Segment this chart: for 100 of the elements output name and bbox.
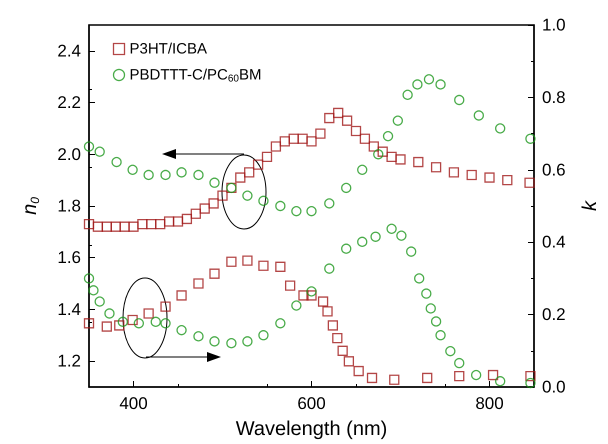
point xyxy=(396,230,407,241)
point xyxy=(262,152,272,162)
y2-tick-label: 0.4 xyxy=(542,232,566,252)
point xyxy=(422,372,432,384)
point xyxy=(258,260,269,271)
point xyxy=(306,136,317,147)
point xyxy=(328,320,338,331)
point xyxy=(128,222,139,232)
point xyxy=(176,325,187,336)
point xyxy=(226,256,237,267)
point xyxy=(288,134,299,144)
point xyxy=(209,268,220,279)
y-tick-label: 2.2 xyxy=(57,93,81,112)
point xyxy=(244,167,254,178)
point xyxy=(344,356,354,366)
point xyxy=(137,218,148,230)
point xyxy=(366,372,378,384)
point xyxy=(474,110,484,121)
point xyxy=(318,296,328,307)
point xyxy=(488,370,498,380)
point xyxy=(392,116,403,126)
point xyxy=(190,208,201,219)
point xyxy=(209,178,220,188)
point xyxy=(298,290,309,301)
point xyxy=(193,278,204,289)
point xyxy=(127,164,138,175)
point xyxy=(235,172,246,183)
point xyxy=(484,172,495,183)
y2-axis-title: k xyxy=(579,200,601,211)
point xyxy=(342,116,352,126)
point xyxy=(338,346,348,356)
point xyxy=(368,141,379,152)
point xyxy=(341,182,352,194)
point xyxy=(306,206,317,216)
point xyxy=(150,316,161,327)
y2-tick-label: 0.0 xyxy=(542,378,566,396)
point xyxy=(252,159,264,170)
point xyxy=(102,321,112,332)
point xyxy=(242,190,253,201)
point xyxy=(146,218,156,230)
y2-tick-label: 0.8 xyxy=(542,88,566,107)
point xyxy=(448,167,460,178)
x-tick-label: 400 xyxy=(119,394,148,413)
y2-tick-label: 1.0 xyxy=(542,16,566,34)
point xyxy=(275,200,286,212)
point xyxy=(84,141,94,152)
y2-tick-label: 0.2 xyxy=(542,305,566,324)
point xyxy=(164,216,174,227)
point xyxy=(354,366,364,376)
point xyxy=(315,128,326,139)
y-tick-label: 2.0 xyxy=(57,144,81,164)
point xyxy=(297,134,308,144)
point xyxy=(370,232,381,242)
point xyxy=(495,123,506,134)
point xyxy=(430,316,442,327)
point xyxy=(324,112,334,124)
point xyxy=(242,336,253,347)
y2-tick-label: 0.6 xyxy=(542,160,566,180)
point xyxy=(324,263,334,274)
point xyxy=(176,167,187,178)
point xyxy=(435,330,446,340)
point xyxy=(357,236,368,247)
point xyxy=(395,154,406,165)
point xyxy=(406,246,416,257)
point xyxy=(357,164,368,175)
point xyxy=(84,273,94,284)
point xyxy=(200,203,210,214)
point xyxy=(143,170,154,180)
point xyxy=(160,170,171,180)
point xyxy=(386,224,397,234)
point xyxy=(270,141,282,152)
point xyxy=(413,156,424,168)
y-tick-label: 1.2 xyxy=(57,352,81,371)
point xyxy=(454,370,464,382)
point xyxy=(445,346,456,356)
x-tick-label: 800 xyxy=(475,394,504,413)
point xyxy=(402,90,413,100)
point xyxy=(373,149,384,160)
point xyxy=(118,316,128,327)
point xyxy=(386,152,397,162)
point xyxy=(119,222,130,232)
point xyxy=(333,108,344,118)
point xyxy=(193,170,204,180)
point xyxy=(226,338,237,348)
point xyxy=(275,262,286,272)
point xyxy=(217,190,228,201)
point xyxy=(332,332,342,344)
point xyxy=(322,306,333,316)
point xyxy=(324,198,334,209)
point xyxy=(382,131,394,142)
point xyxy=(525,134,536,144)
point xyxy=(182,214,192,224)
point xyxy=(291,206,302,216)
point xyxy=(306,286,317,297)
point xyxy=(172,216,184,227)
point xyxy=(466,170,477,180)
point xyxy=(114,320,124,331)
point xyxy=(193,331,204,342)
point xyxy=(84,218,94,230)
point xyxy=(94,296,105,307)
